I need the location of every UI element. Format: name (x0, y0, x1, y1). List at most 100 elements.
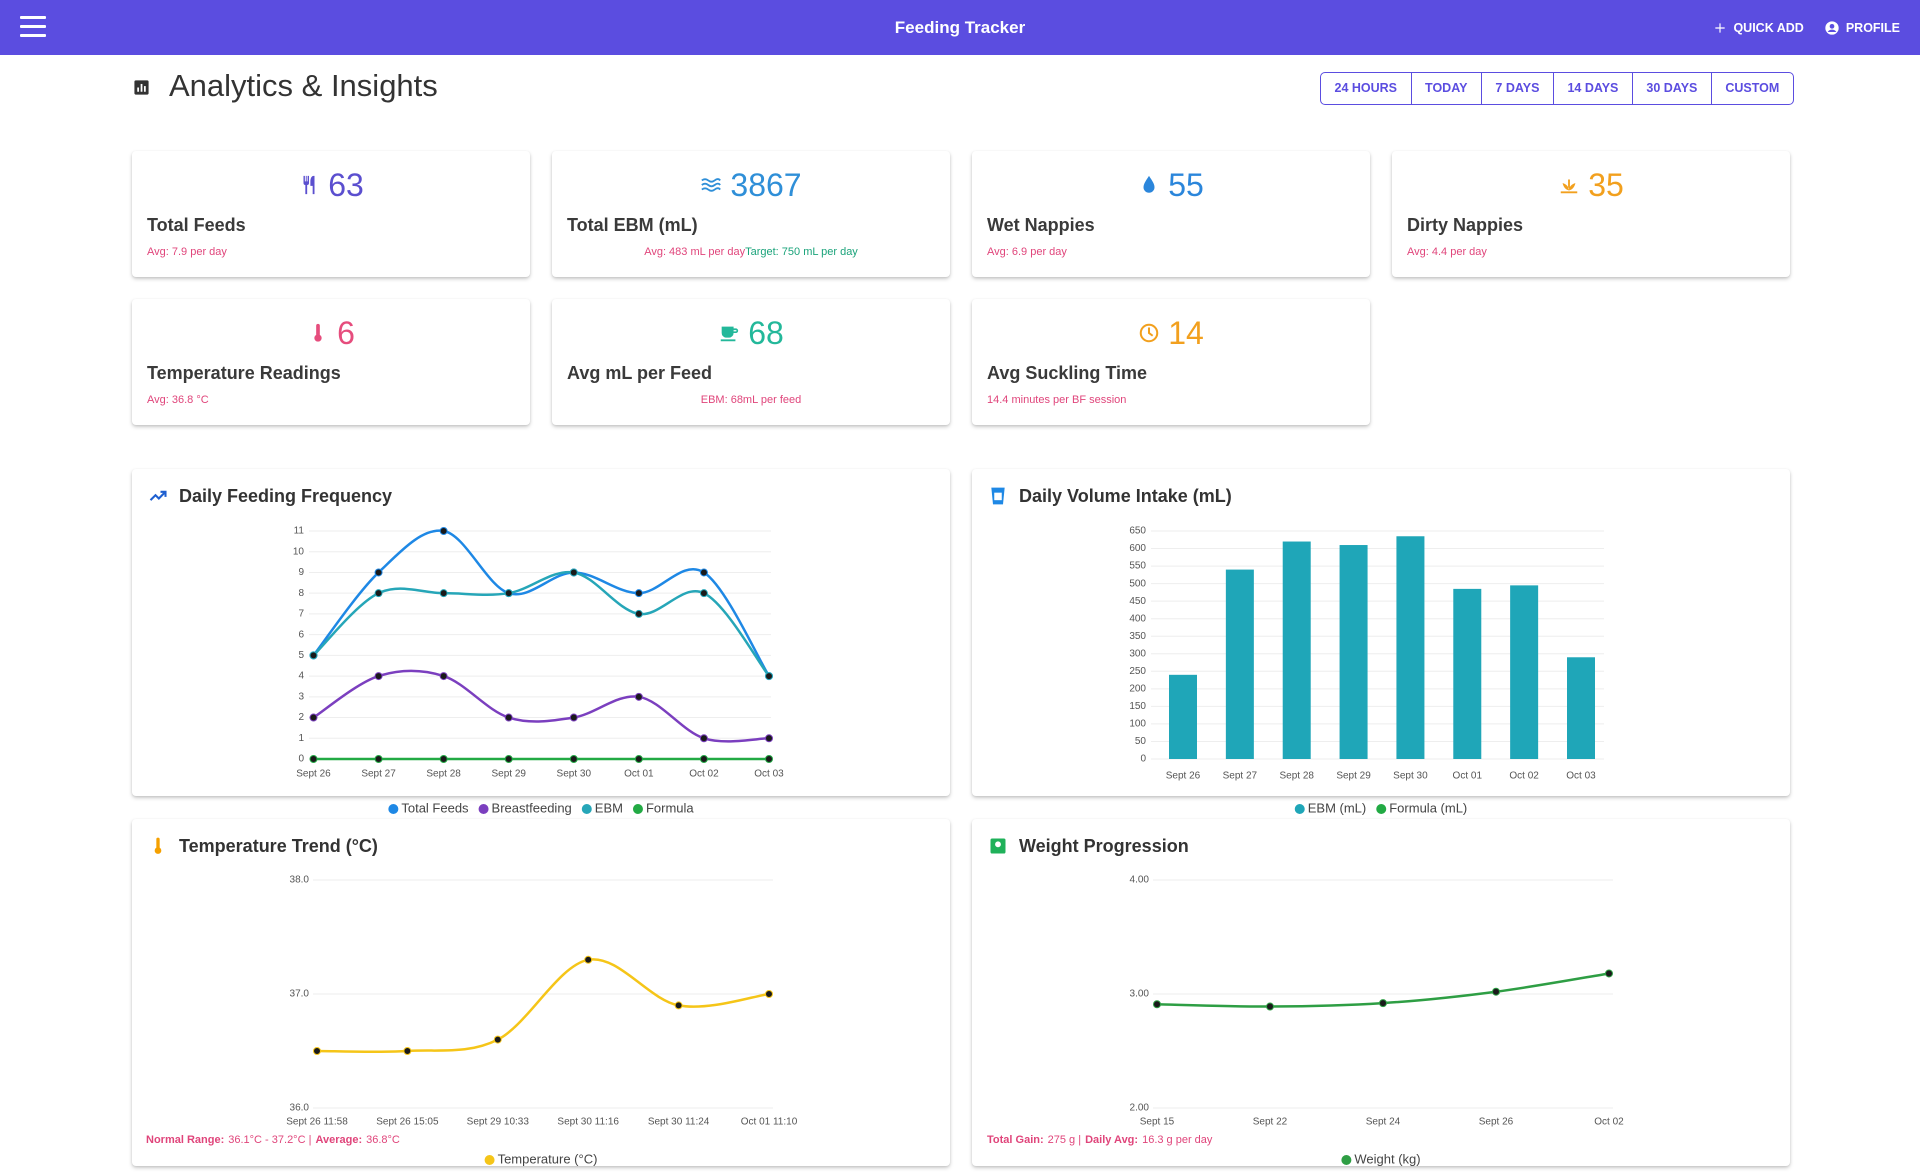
stat-value: 55 (1168, 166, 1204, 203)
legend-item: Total Feeds (388, 800, 469, 815)
stat-card: 6 Temperature Readings Avg: 36.8 °C (132, 299, 530, 425)
chart-card: Temperature Trend (°C) (132, 819, 950, 1166)
stat-value: 14 (1168, 314, 1204, 351)
stat-icon (1139, 323, 1159, 343)
legend: EBM (mL) Formula (mL) (1294, 800, 1467, 815)
stat-label: Total Feeds (147, 215, 246, 235)
stat-label: Wet Nappies (987, 215, 1095, 235)
scale-icon (990, 838, 1006, 854)
stat-note: Avg: 36.8 °C (147, 394, 209, 406)
app-title: Feeding Tracker (894, 18, 1026, 37)
stat-value-row: 68 (552, 313, 950, 353)
menu-button[interactable] (20, 16, 46, 38)
legend-item: EBM (mL) (1294, 800, 1367, 815)
chart-card: Weight Progression (972, 819, 1790, 1166)
stat-note: Avg: 6.9 per day (987, 246, 1067, 258)
stat-notes: Avg: 36.8 °C (147, 394, 515, 406)
trend-icon (149, 490, 167, 501)
legend-label: Total Feeds (401, 800, 469, 815)
stat-value: 3867 (730, 166, 802, 203)
stat-note: Avg: 4.4 per day (1407, 246, 1487, 258)
stat-label: Dirty Nappies (1407, 215, 1524, 235)
chart-title: Weight Progression (1019, 836, 1189, 856)
stat-value: 68 (748, 314, 784, 351)
stat-notes: Avg: 7.9 per day (147, 246, 515, 258)
stat-label: Temperature Readings (147, 363, 341, 383)
legend-label: EBM (mL) (1308, 800, 1367, 815)
page-title: Analytics & Insights (169, 68, 438, 103)
stat-label: Avg Suckling Time (987, 363, 1148, 383)
legend-item: Formula (mL) (1376, 800, 1467, 815)
stat-card: 55 Wet Nappies Avg: 6.9 per day (972, 151, 1370, 277)
legend-item: Formula (632, 800, 694, 815)
quick-add-button[interactable]: QUICK ADD (1713, 20, 1804, 35)
stat-value: 6 (337, 314, 355, 351)
legend-swatch (632, 804, 643, 814)
plus-icon (1715, 22, 1726, 33)
stat-note: Target: 750 mL per day (745, 246, 858, 258)
range-button[interactable]: 7 DAYS (1480, 73, 1553, 104)
stat-icon (720, 326, 739, 342)
stat-notes: Avg: 4.4 per day (1407, 246, 1775, 258)
range-button[interactable]: 14 DAYS (1552, 73, 1632, 104)
stat-card: 68 Avg mL per Feed EBM: 68mL per feed (552, 299, 950, 425)
range-selector: 24 HOURS TODAY 7 DAYS 14 DAYS 30 DAYS CUSTOM (1320, 72, 1794, 105)
legend-item: Breastfeeding (478, 800, 572, 815)
stat-notes: EBM: 68mL per feed (567, 394, 935, 406)
stats-grid: 63 Total Feeds Avg: 7.9 per day 3867 Total E… (132, 151, 1790, 425)
legend-label: Formula (mL) (1389, 800, 1467, 815)
thermometer-icon (154, 837, 162, 854)
stat-value-row: 3867 (552, 165, 950, 205)
legend-label: Breastfeeding (492, 800, 572, 815)
legend-label: EBM (595, 800, 623, 815)
stat-card: 35 Dirty Nappies Avg: 4.4 per day (1392, 151, 1790, 277)
legend-swatch (388, 804, 399, 814)
stat-icon (1143, 175, 1155, 193)
stat-label: Avg mL per Feed (567, 363, 713, 383)
chart-title: Temperature Trend (°C) (179, 836, 378, 856)
cup-icon (991, 487, 1005, 505)
stat-icon (701, 178, 722, 192)
range-button[interactable]: 24 HOURS (1334, 81, 1398, 95)
range-button[interactable]: TODAY (1410, 73, 1481, 104)
stat-value-row: 35 (1392, 165, 1790, 205)
legend-item: EBM (581, 800, 623, 815)
stat-note: Avg: 7.9 per day (147, 246, 227, 258)
stat-notes: Avg: 483 mL per day Target: 750 mL per da… (567, 246, 935, 258)
app-actions: QUICK ADD PROFILE (1713, 0, 1900, 55)
stat-note: Avg: 483 mL per day (644, 246, 746, 258)
stat-notes: Avg: 6.9 per day (987, 246, 1355, 258)
stat-icon (314, 323, 322, 342)
legend-swatch (1376, 804, 1387, 814)
stat-value-row: 55 (972, 165, 1370, 205)
stat-value: 35 (1588, 166, 1624, 203)
quick-add-label: QUICK ADD (1733, 20, 1804, 35)
profile-button[interactable]: PROFILE (1824, 20, 1900, 36)
legend-label: Formula (646, 800, 694, 815)
stat-label: Total EBM (mL) (567, 215, 698, 235)
range-button[interactable]: 30 DAYS (1631, 73, 1711, 104)
stat-value: 63 (328, 166, 364, 203)
chart-card: Daily Feeding Frequency (132, 469, 950, 796)
stat-value-row: 6 (132, 313, 530, 353)
legend-swatch (581, 804, 592, 814)
stat-value-row: 63 (132, 165, 530, 205)
chart-title: Daily Volume Intake (mL) (1019, 486, 1232, 506)
chart-title: Daily Feeding Frequency (179, 486, 393, 506)
stat-note: 14.4 minutes per BF session (987, 394, 1127, 406)
stat-card: 63 Total Feeds Avg: 7.9 per day (132, 151, 530, 277)
legend: Total Feeds Breastfeeding EBM Formula (388, 800, 694, 815)
stat-icon (1560, 179, 1578, 194)
stat-icon (303, 175, 315, 195)
stat-card: 14 Avg Suckling Time 14.4 minutes per BF s… (972, 299, 1370, 425)
profile-label: PROFILE (1845, 20, 1900, 35)
legend-swatch (1294, 804, 1305, 814)
stat-card: 3867 Total EBM (mL) Avg: 483 mL per day Tar… (552, 151, 950, 277)
stat-notes: 14.4 minutes per BF session (987, 394, 1355, 406)
analytics-icon (134, 80, 149, 95)
stat-value-row: 14 (972, 313, 1370, 353)
range-button[interactable]: CUSTOM (1710, 73, 1793, 104)
app-bar: Feeding Tracker QUICK ADD PROFILE (0, 0, 1920, 55)
